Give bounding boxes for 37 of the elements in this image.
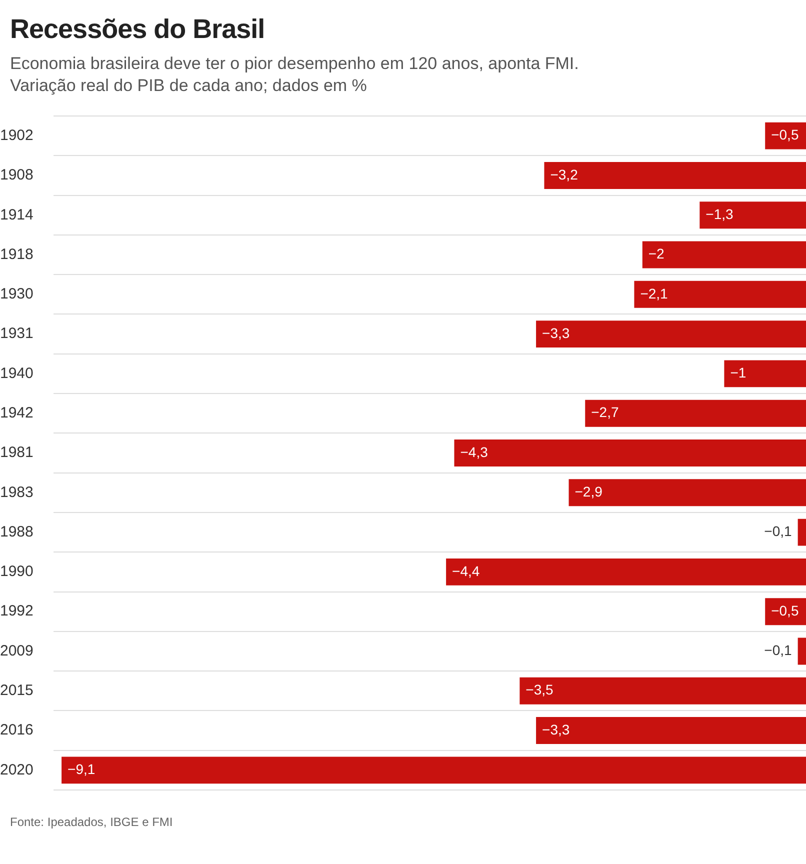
data-label: −1,3 [706,206,734,222]
y-tick-label: 1992 [0,602,34,620]
data-label: −0,5 [771,602,799,618]
chart-subtitle: Economia brasileira deve ter o pior desempenho em 120 anos, aponta FMI. Variação real do PIB de cada ano; dados em % [10,53,580,97]
data-label: −9,1 [68,761,96,778]
y-tick-label: 2016 [0,722,34,739]
y-tick-label: 2015 [0,682,34,700]
y-tick-label: 1990 [0,563,34,580]
y-tick-label: 1931 [0,325,34,342]
data-label: −2,7 [591,404,619,420]
data-label: −2 [648,246,665,262]
y-tick-label: 1902 [0,126,34,144]
data-label: −0,1 [764,642,792,658]
chart-title: Recessões do Brasil [10,14,266,45]
y-tick-label: 1930 [0,286,34,303]
data-label: −0,1 [764,523,792,540]
y-tick-label: 1942 [0,404,34,422]
y-tick-label: 1914 [0,206,34,224]
data-label: −4,3 [460,444,488,460]
y-tick-label: 1981 [0,444,34,462]
y-tick-label: 1983 [0,484,34,501]
y-tick-label: 1908 [0,166,34,184]
data-label: −3,3 [542,721,570,738]
y-tick-label: 2020 [0,761,34,778]
data-label: −3,2 [550,166,578,182]
y-tick-label: 1940 [0,364,34,382]
data-label: −3,3 [542,324,570,341]
data-label: −4,4 [452,562,480,579]
y-tick-label: 2009 [0,642,34,660]
y-tick-label: 1988 [0,523,34,540]
data-label: −0,5 [771,126,799,143]
y-tick-label: 1918 [0,246,34,263]
source-note: Fonte: Ipeadados, IBGE e FMI [10,815,174,829]
data-label: −3,5 [526,682,554,698]
data-label: −2,1 [640,285,668,302]
data-label: −1 [730,364,746,381]
data-label: −2,9 [574,484,603,500]
